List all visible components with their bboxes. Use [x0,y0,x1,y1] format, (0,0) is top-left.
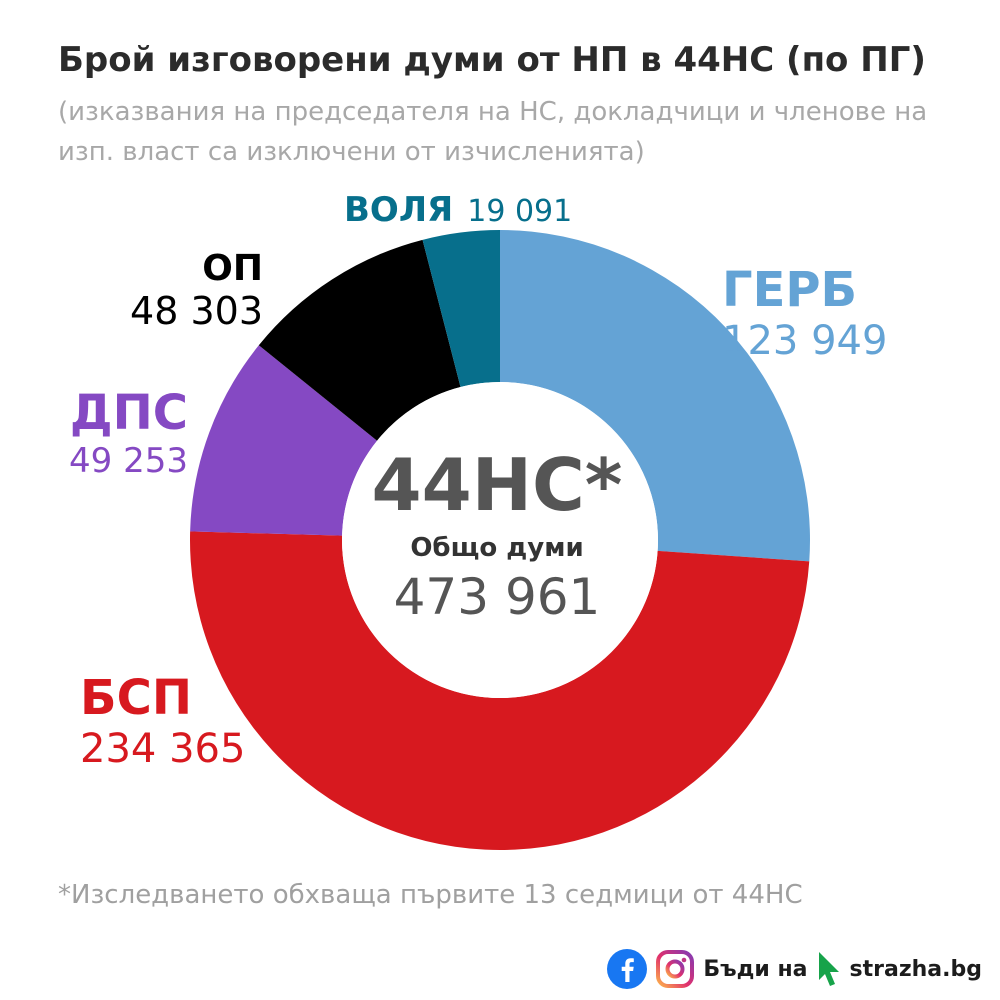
donut-slice-2 [190,345,378,536]
facebook-icon[interactable] [607,949,648,989]
slice-label-2: ДПС 49 253 [69,385,188,481]
chart-title: Брой изговорени думи от НП в 44НС (по ПГ… [58,40,926,80]
slice-label-value: 48 303 [130,289,263,333]
center-label: Общо думи [410,533,583,563]
slice-label-value: 49 253 [69,441,188,481]
chart-subtitle: (изказвания на председателя на НС, докла… [58,97,928,167]
donut-slice-1 [190,531,810,850]
donut-hole [342,382,658,698]
brand-suffix[interactable]: strazha.bg [849,956,982,982]
donut-slice-4 [422,230,500,388]
brand-prefix: Бъди на [703,956,808,982]
footnote: *Изследването обхваща първите 13 седмици… [58,880,803,910]
slice-label-name: ВОЛЯ [344,190,454,230]
footer: Бъди на strazha.bg [607,948,982,990]
slice-label-name: БСП [80,670,192,726]
instagram-icon[interactable] [655,949,695,989]
slice-label-value: 234 365 [80,726,246,772]
center-total: 473 961 [394,568,601,626]
center-title: 44НС* [372,443,623,527]
slice-label-3: ОП 48 303 [130,248,263,333]
slice-label-1: БСП 234 365 [80,670,245,772]
donut-slice-3 [258,239,461,441]
slice-label-name: ДПС [69,385,188,441]
slice-label-value: 19 091 [467,194,573,229]
slice-label-4: ВОЛЯ 19 091 [344,190,572,230]
slice-label-0: ГЕРБ 123 949 [722,262,887,364]
cursor-arrow-icon [818,952,839,986]
slice-label-name: ОП [202,248,263,289]
slice-label-value: 123 949 [722,318,888,364]
donut-slice-0 [500,230,810,562]
slice-label-name: ГЕРБ [722,262,858,318]
